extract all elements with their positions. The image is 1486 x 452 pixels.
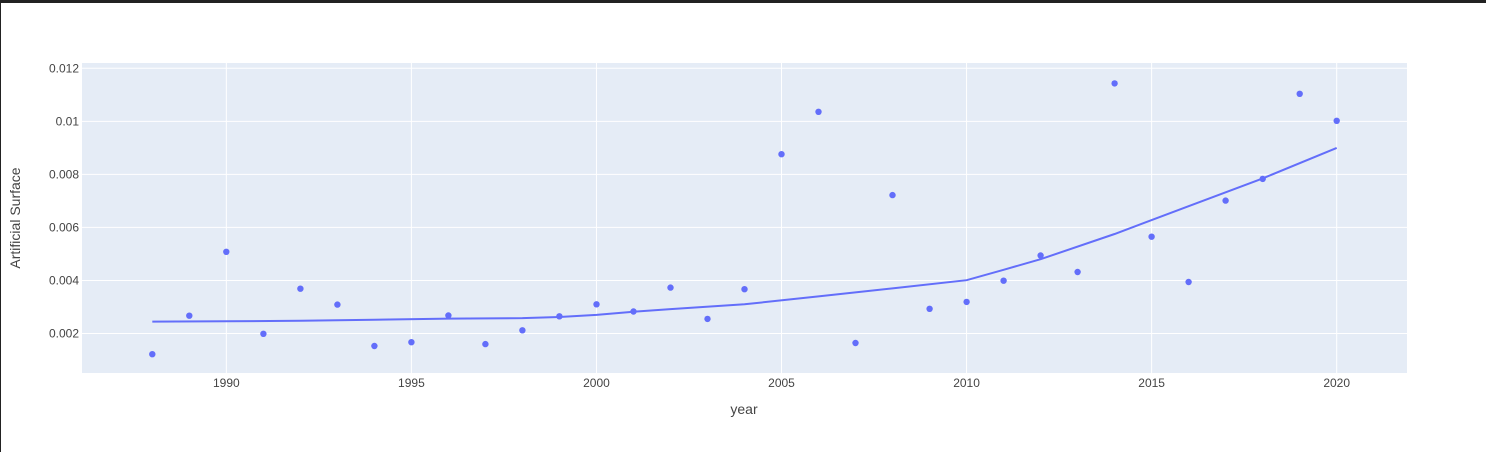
data-point[interactable] (926, 305, 933, 312)
x-tick-label: 2015 (1138, 376, 1165, 390)
trend-line (152, 146, 1338, 323)
x-tick-label: 1990 (213, 376, 240, 390)
data-point[interactable] (963, 298, 970, 306)
data-point[interactable] (667, 284, 674, 291)
data-point[interactable] (186, 312, 193, 319)
scatter-points-series[interactable] (149, 80, 1340, 358)
data-point[interactable] (371, 342, 378, 350)
data-point[interactable] (1185, 278, 1192, 286)
x-tick-label: 2005 (768, 376, 795, 390)
data-point[interactable] (297, 285, 304, 292)
data-point[interactable] (1148, 233, 1155, 240)
data-point[interactable] (1259, 175, 1266, 183)
data-point[interactable] (556, 313, 563, 320)
data-point[interactable] (1296, 90, 1303, 98)
data-point[interactable] (223, 248, 230, 255)
y-axis-title: Artificial Surface (7, 167, 23, 268)
trend-line-series (152, 146, 1338, 323)
grid-lines (82, 63, 1407, 373)
data-point[interactable] (482, 340, 489, 348)
data-point[interactable] (852, 339, 859, 347)
data-point[interactable] (445, 312, 452, 319)
data-point[interactable] (704, 315, 711, 323)
data-point[interactable] (1074, 268, 1081, 276)
x-tick-label: 2020 (1323, 376, 1350, 390)
x-tick-label: 1995 (398, 376, 425, 390)
data-point[interactable] (1037, 252, 1044, 259)
data-point[interactable] (593, 301, 600, 308)
plot-background (82, 63, 1407, 373)
data-point[interactable] (889, 191, 896, 199)
data-point[interactable] (1333, 117, 1340, 125)
data-point[interactable] (1222, 197, 1229, 204)
data-point[interactable] (1000, 277, 1007, 284)
y-tick-label: 0.012 (49, 61, 79, 75)
data-point[interactable] (408, 339, 415, 346)
x-tick-label: 2010 (953, 376, 980, 390)
data-point[interactable] (334, 301, 341, 308)
data-point[interactable] (630, 308, 637, 315)
data-point[interactable] (1111, 80, 1118, 87)
y-tick-label: 0.002 (49, 326, 79, 340)
data-point[interactable] (519, 327, 526, 334)
x-tick-label: 2000 (583, 376, 610, 390)
x-axis-title: year (730, 401, 758, 417)
x-axis-ticks: 1990 1995 2000 2005 2010 2015 2020 (213, 376, 1350, 390)
data-point[interactable] (815, 108, 822, 116)
data-point[interactable] (260, 330, 267, 337)
data-point[interactable] (149, 351, 156, 358)
y-tick-label: 0.008 (49, 167, 79, 181)
window-top-border (0, 0, 1486, 3)
y-tick-label: 0.01 (56, 114, 80, 128)
data-point[interactable] (741, 286, 748, 293)
y-tick-label: 0.006 (49, 220, 79, 234)
y-axis-ticks: 0.002 0.004 0.006 0.008 0.01 0.012 (49, 61, 79, 340)
data-point[interactable] (778, 151, 785, 158)
y-tick-label: 0.004 (49, 273, 79, 287)
window-left-border (0, 0, 1, 452)
